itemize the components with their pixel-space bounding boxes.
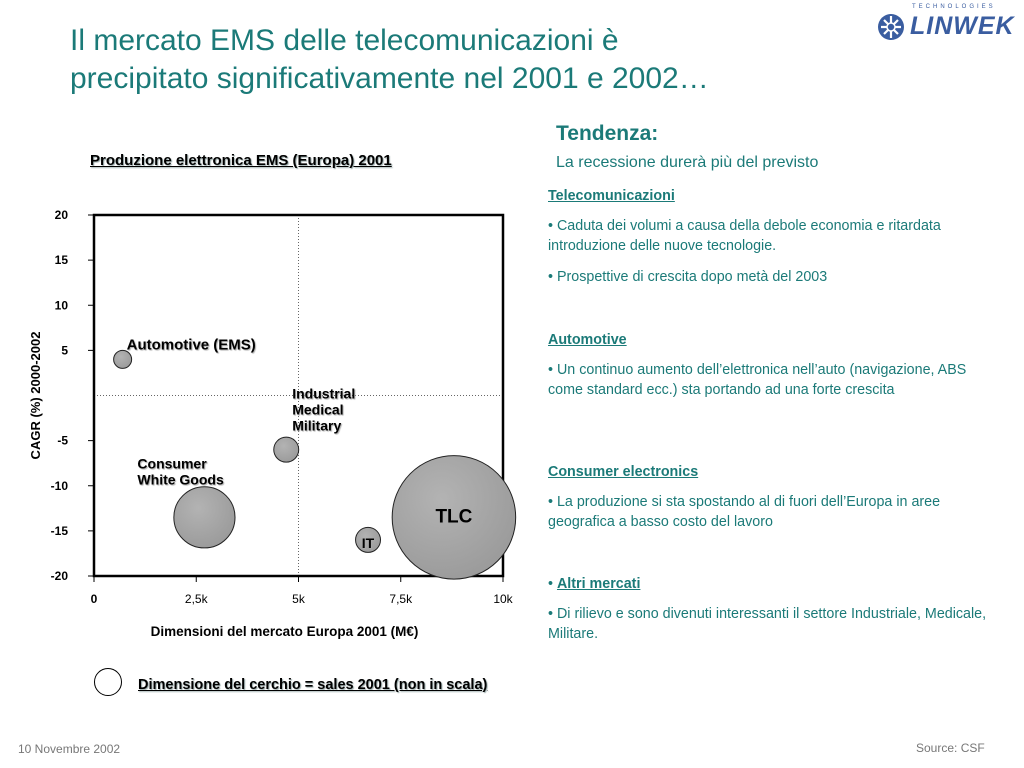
- bubble-label: IT: [362, 535, 375, 551]
- y-tick-label: 5: [61, 343, 68, 357]
- bubble: [173, 486, 236, 549]
- company-logo: [874, 6, 1014, 46]
- y-tick-label: -5: [57, 434, 68, 448]
- section-header: Automotive: [548, 332, 627, 348]
- bullet-text: • Di rilievo e sono divenuti interessant…: [548, 606, 987, 642]
- x-tick-label: 10k: [493, 592, 513, 606]
- bubble-label: White Goods: [137, 471, 224, 487]
- bubble-label: TLC: [435, 506, 472, 527]
- section-header: Consumer electronics: [548, 464, 699, 480]
- bubble: [391, 455, 517, 580]
- trend-subheading: La recessione durerà più del previsto: [556, 154, 819, 171]
- legend-circle: [94, 668, 122, 696]
- bubble-label: Consumer: [137, 455, 207, 471]
- x-axis-label: Dimensioni del mercato Europa 2001 (M€): [151, 624, 419, 639]
- trend-heading: Tendenza:: [556, 122, 659, 145]
- chart-title: Produzione elettronica EMS (Europa) 2001: [90, 152, 392, 169]
- bullet-text: • Prospettive di crescita dopo metà del …: [548, 269, 828, 285]
- section-header-row: • Altri mercati: [548, 574, 988, 594]
- logo-subtext: TECHNOLOGIES: [912, 4, 996, 10]
- x-tick-label: 0: [91, 592, 98, 606]
- legend-text: Dimensione del cerchio = sales 2001 (non…: [138, 677, 488, 693]
- bubble: [355, 526, 382, 553]
- y-axis-label: CAGR (%) 2000-2002: [28, 332, 43, 460]
- footer-source: Source: CSF: [916, 741, 985, 755]
- bullet-text: • Un continuo aumento dell’elettronica n…: [548, 362, 967, 398]
- x-tick-label: 5k: [292, 592, 306, 606]
- y-tick-label: 15: [55, 253, 69, 267]
- logo-emblem-icon: [878, 14, 904, 40]
- bullet-text: • La produzione si sta spostando al di f…: [548, 494, 941, 530]
- bubble: [273, 436, 300, 463]
- slide-title-line-2: precipitato significativamente nel 2001 …: [70, 62, 709, 95]
- y-tick-label: -20: [51, 569, 69, 583]
- section-other: • Altri mercati • Di rilievo e sono dive…: [548, 574, 988, 644]
- footer-date: 10 Novembre 2002: [18, 742, 121, 756]
- bubble-chart: 20 15 10 5 -5 -10 -15 -20 0 2,5k 5k 7,5k 10k Dimensio…: [28, 208, 517, 639]
- bullet-prefix: •: [548, 576, 557, 592]
- section-header: Altri mercati: [556, 576, 641, 592]
- y-tick-label: -15: [51, 524, 69, 538]
- slide-title: Il mercato EMS delle telecomunicazioni è…: [70, 22, 870, 98]
- section-automotive: Automotive • Un continuo aumento dell’el…: [548, 330, 988, 400]
- bubble-label: Medical: [292, 402, 343, 418]
- y-tick-label: 10: [55, 298, 69, 312]
- x-tick-label: 7,5k: [389, 592, 413, 606]
- bubble-label: Military: [292, 418, 341, 434]
- x-tick-label: 2,5k: [185, 592, 209, 606]
- y-tick-label: 20: [55, 208, 69, 222]
- section-header: Telecomunicazioni: [548, 188, 675, 204]
- slide-title-line-1: Il mercato EMS delle telecomunicazioni è: [70, 24, 619, 57]
- y-tick-label: -10: [51, 479, 69, 493]
- section-consumer: Consumer electronics • La produzione si …: [548, 462, 988, 532]
- bubble-label: Industrial: [292, 386, 355, 402]
- section-telecom: Telecomunicazioni • Caduta dei volumi a …: [548, 186, 988, 287]
- bullet-text: • Caduta dei volumi a causa della debole…: [548, 218, 941, 254]
- bubble: [113, 349, 133, 369]
- bubble-label: Automotive (EMS): [127, 336, 256, 353]
- logo-wordmark: LINWEK: [910, 12, 1015, 40]
